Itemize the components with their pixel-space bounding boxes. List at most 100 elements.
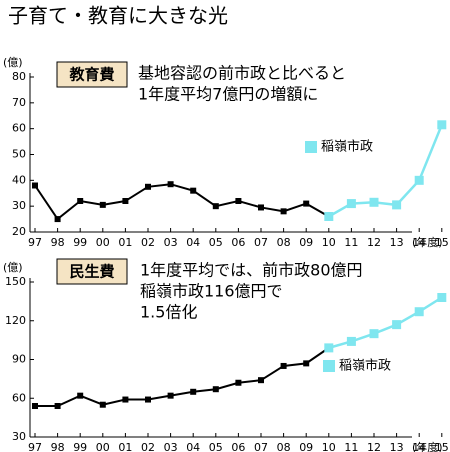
point — [145, 396, 151, 403]
y-tick-label: 70 — [12, 96, 26, 109]
legend-label: 稲嶺市政 — [321, 139, 373, 155]
x-tick-label: 00 — [96, 441, 110, 452]
point — [212, 203, 219, 210]
annotation: 1.5倍化 — [140, 303, 197, 322]
point — [392, 200, 402, 210]
point — [346, 336, 356, 346]
x-tick-label: 05 — [209, 441, 223, 452]
series-line — [328, 296, 443, 350]
point — [77, 392, 84, 399]
point — [303, 200, 310, 207]
point — [32, 182, 38, 189]
legend-swatch — [305, 141, 317, 153]
x-tick-label: 10 — [322, 441, 336, 452]
x-tick-label: 00 — [96, 236, 110, 249]
x-tick-label: 04 — [186, 236, 200, 249]
x-tick-label: 99 — [73, 441, 87, 452]
x-tick-label: 08 — [277, 236, 291, 249]
y-unit: (億) — [3, 56, 23, 69]
y-tick-label: 150 — [5, 275, 26, 288]
y-tick-label: 20 — [12, 225, 26, 238]
x-tick-label: 98 — [51, 441, 65, 452]
chart-label: 民生費 — [69, 263, 114, 281]
y-tick-label: 90 — [12, 353, 26, 366]
point — [392, 320, 402, 330]
point — [122, 198, 129, 204]
x-tick-label: 09 — [299, 441, 313, 452]
x-tick-label: 15 — [435, 441, 449, 452]
x-unit: (年度) — [412, 440, 443, 452]
x-tick-label: 04 — [186, 441, 200, 452]
point — [99, 401, 106, 408]
y-tick-label: 50 — [12, 148, 26, 161]
x-tick-label: 14 — [412, 441, 426, 452]
point — [167, 392, 174, 399]
point — [369, 329, 379, 339]
x-tick-label: 05 — [209, 236, 223, 249]
series-line — [35, 347, 330, 407]
x-tick-label: 99 — [73, 236, 87, 249]
annotation: 1年度平均では、前市政80億円 — [140, 261, 363, 280]
point — [437, 293, 447, 302]
point — [122, 396, 129, 403]
point — [346, 199, 356, 209]
point — [167, 181, 174, 188]
point — [190, 187, 197, 194]
x-tick-label: 03 — [164, 441, 178, 452]
x-tick-label: 10 — [322, 236, 336, 249]
legend-label: 稲嶺市政 — [339, 358, 391, 374]
x-unit: (年度) — [412, 235, 443, 249]
point — [235, 198, 242, 204]
y-tick-label: 40 — [12, 173, 26, 186]
x-tick-label: 02 — [141, 236, 155, 249]
y-tick-label: 30 — [12, 199, 26, 212]
x-tick-label: 11 — [344, 441, 358, 452]
annotation: 1年度平均7億円の増額に — [138, 85, 318, 104]
page-title: 子育て・教育に大きな光 — [8, 4, 228, 28]
point — [280, 208, 287, 215]
x-tick-label: 07 — [254, 441, 268, 452]
annotation: 稲嶺市政116億円で — [140, 282, 283, 301]
point — [280, 362, 287, 369]
x-tick-label: 06 — [231, 236, 245, 249]
x-tick-label: 98 — [51, 236, 65, 249]
point — [324, 343, 334, 353]
legend-swatch — [323, 360, 335, 372]
y-tick-label: 60 — [12, 122, 26, 135]
x-tick-label: 11 — [344, 236, 358, 249]
x-tick-label: 03 — [164, 236, 178, 249]
x-tick-label: 14 — [412, 236, 426, 249]
x-tick-label: 15 — [435, 236, 449, 249]
point — [258, 204, 264, 211]
point — [258, 377, 264, 384]
x-tick-label: 08 — [277, 441, 291, 452]
chart-label: 教育費 — [68, 66, 114, 84]
x-tick-label: 09 — [299, 236, 313, 249]
x-tick-label: 12 — [367, 236, 381, 249]
y-tick-label: 30 — [12, 430, 26, 443]
point — [77, 198, 84, 204]
x-tick-label: 97 — [28, 236, 42, 249]
x-tick-label: 01 — [118, 441, 132, 452]
point — [99, 201, 106, 208]
x-tick-label: 02 — [141, 441, 155, 452]
point — [437, 120, 447, 130]
point — [190, 388, 197, 395]
x-tick-label: 97 — [28, 441, 42, 452]
point — [32, 403, 38, 409]
x-tick-label: 07 — [254, 236, 268, 249]
point — [54, 403, 61, 409]
point — [212, 386, 219, 393]
x-tick-label: 12 — [367, 441, 381, 452]
y-tick-label: 120 — [5, 314, 26, 327]
label-box — [56, 61, 128, 88]
point — [369, 197, 379, 207]
point — [145, 183, 151, 190]
point — [303, 360, 310, 367]
x-tick-label: 01 — [118, 236, 132, 249]
annotation: 基地容認の前市政と比べると — [138, 64, 346, 83]
label-box — [56, 258, 128, 285]
point — [235, 379, 242, 386]
series-line — [34, 183, 330, 221]
